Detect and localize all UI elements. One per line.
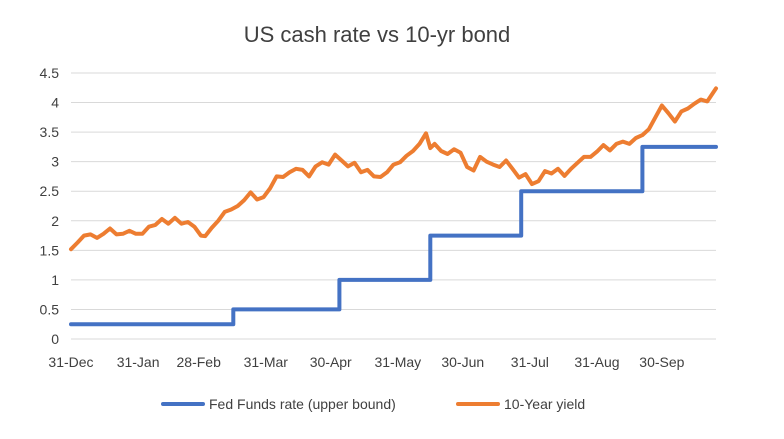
y-tick-label: 4	[51, 95, 59, 111]
series-line-10yr-yield	[69, 86, 718, 252]
x-tick-label: 31-Dec	[48, 354, 93, 370]
y-tick-label: 0	[51, 331, 59, 347]
y-tick-label: 2	[51, 213, 59, 229]
x-tick-label: 31-Aug	[574, 354, 619, 370]
y-tick-label: 1.5	[40, 242, 60, 258]
y-tick-label: 2.5	[40, 183, 60, 199]
y-tick-label: 3.5	[40, 124, 60, 140]
x-axis-ticks: 31-Dec 31-Jan 28-Feb 31-Mar 30-Apr 31-May 30-J…	[48, 354, 684, 370]
x-tick-label: 30-Sep	[639, 354, 684, 370]
x-tick-label: 31-Jan	[117, 354, 160, 370]
y-axis-ticks: 0 0.5 1 1.5 2 2.5 3 3.5 4 4.5	[40, 65, 60, 347]
series-line-fed-funds	[69, 144, 718, 327]
x-tick-label: 31-Mar	[244, 354, 289, 370]
legend: Fed Funds rate (upper bound) 10-Year yiel…	[161, 396, 585, 412]
x-tick-label: 31-May	[374, 354, 421, 370]
y-tick-label: 4.5	[40, 65, 60, 81]
chart-title: US cash rate vs 10-yr bond	[244, 22, 511, 47]
legend-label: Fed Funds rate (upper bound)	[209, 396, 396, 412]
gridlines	[71, 72, 716, 340]
legend-label: 10-Year yield	[504, 396, 585, 412]
y-tick-label: 3	[51, 154, 59, 170]
y-tick-label: 0.5	[40, 301, 60, 317]
x-tick-label: 31-Jul	[511, 354, 549, 370]
series-lines	[69, 86, 718, 327]
x-tick-label: 30-Jun	[441, 354, 484, 370]
y-tick-label: 1	[51, 272, 59, 288]
x-tick-label: 28-Feb	[177, 354, 222, 370]
x-tick-label: 30-Apr	[310, 354, 352, 370]
